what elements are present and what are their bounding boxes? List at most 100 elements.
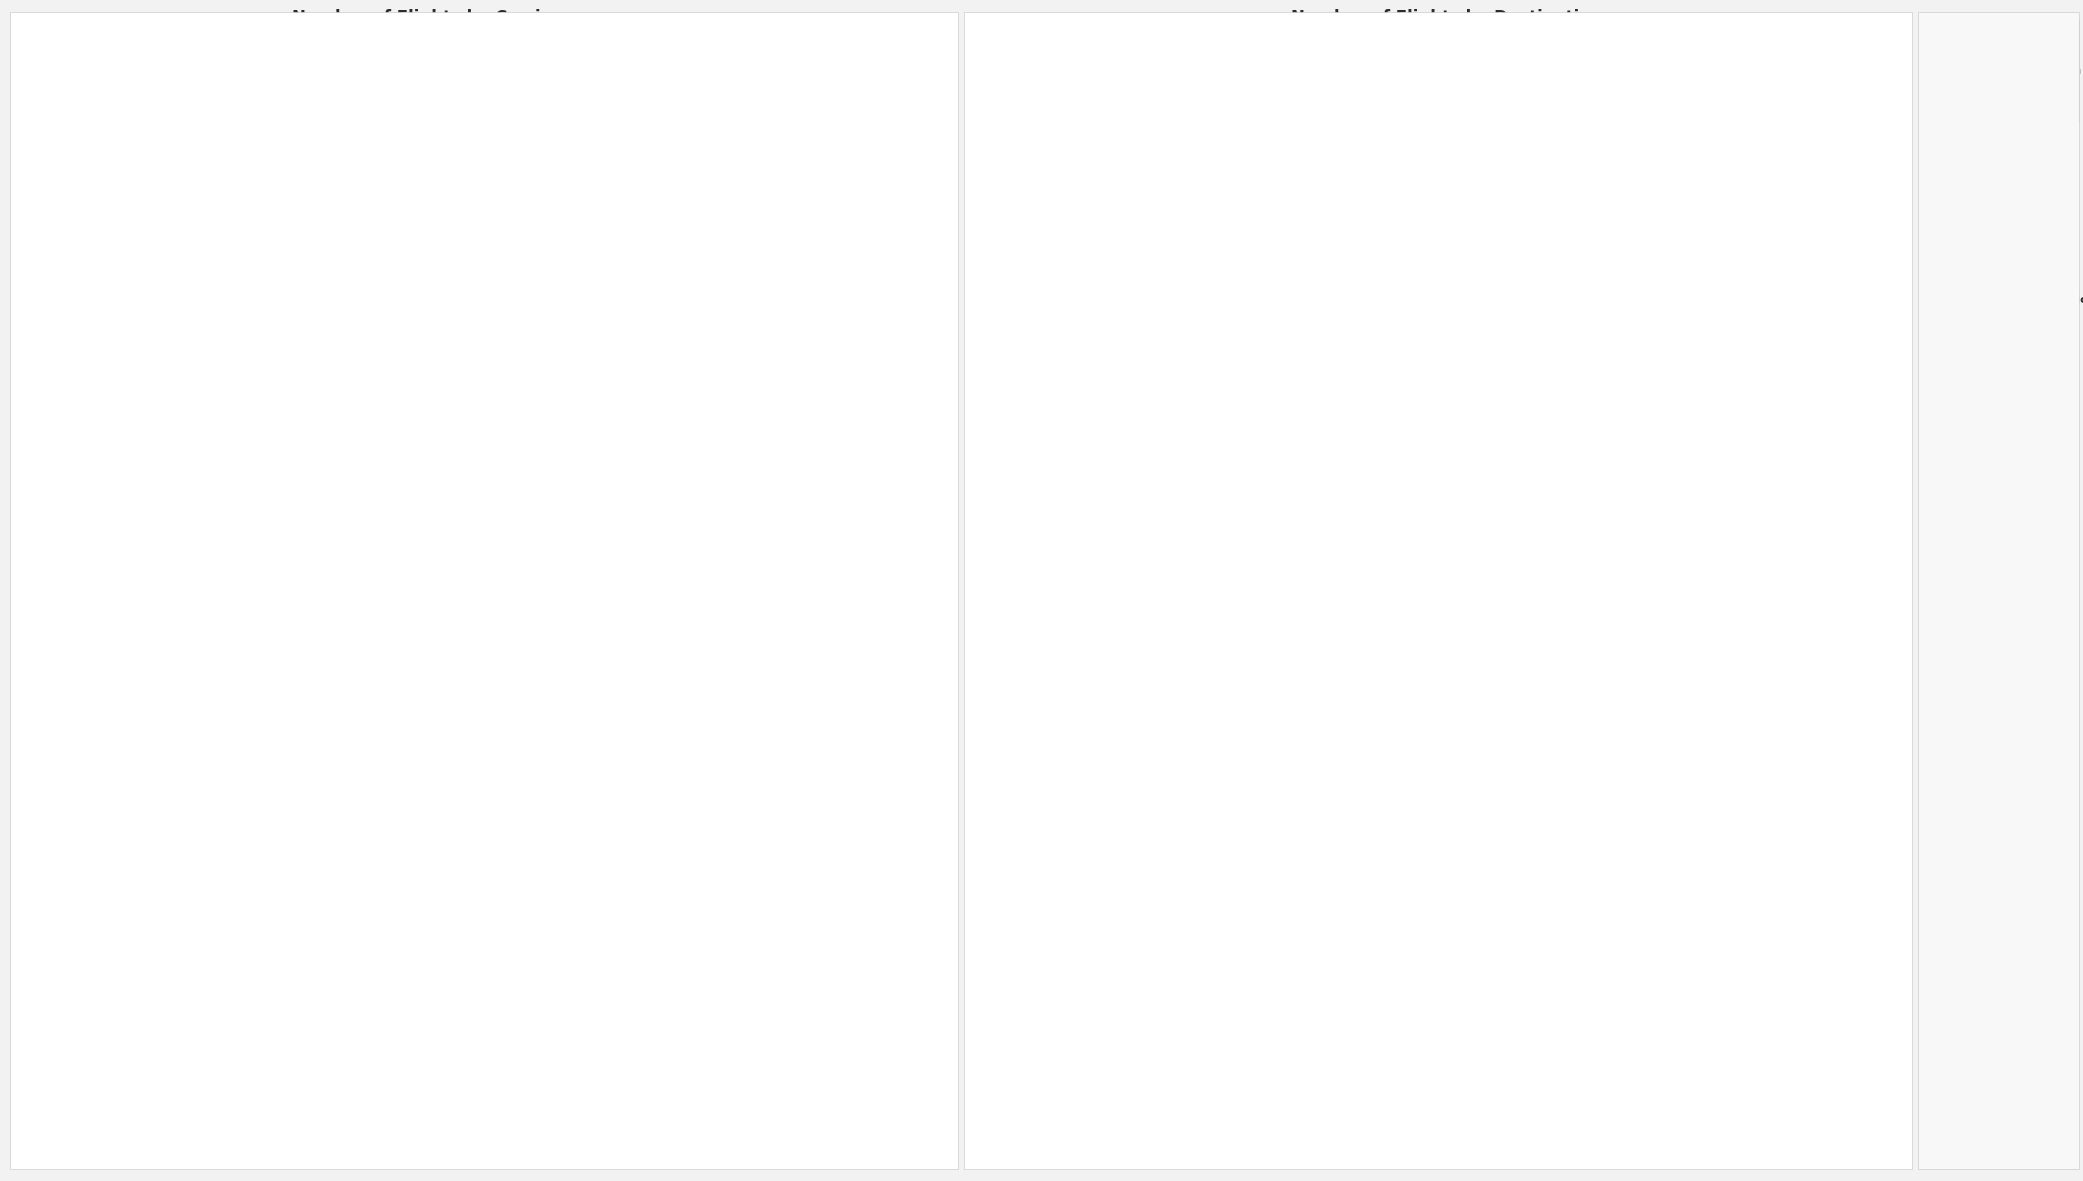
Bar	[1291, 287, 1504, 307]
Bar	[1316, 909, 1366, 929]
Bar	[292, 842, 298, 880]
Bar	[302, 280, 365, 319]
Bar	[1381, 762, 1396, 782]
Bar	[1521, 228, 1529, 248]
Bar	[1291, 435, 1427, 455]
FancyBboxPatch shape	[2071, 20, 2079, 122]
Bar	[442, 449, 448, 487]
Bar	[1521, 346, 1593, 366]
Bar	[292, 898, 296, 937]
Bar	[594, 224, 602, 262]
Text: Arrive Delay Rate Prediction: Arrive Delay Rate Prediction	[1933, 295, 2083, 306]
Bar	[292, 280, 302, 319]
Bar	[1373, 791, 1379, 811]
Bar	[1369, 613, 1431, 633]
Text: ⋯: ⋯	[1808, 18, 1818, 27]
Text: John F Kennedy Intl: John F Kennedy Intl	[490, 66, 596, 76]
Bar	[1431, 583, 1437, 603]
Bar	[1291, 642, 1364, 663]
Bar	[1391, 702, 1433, 722]
Bar	[589, 337, 608, 374]
Bar	[1291, 228, 1521, 248]
Bar	[460, 168, 842, 207]
Bar	[292, 561, 352, 599]
Bar	[1291, 909, 1316, 929]
Bar	[292, 392, 412, 431]
Bar	[1487, 376, 1550, 396]
Text: ⋯: ⋯	[1837, 18, 1850, 27]
Bar	[292, 673, 308, 711]
Bar	[1496, 464, 1527, 485]
Bar	[1291, 939, 1308, 959]
Bar	[342, 618, 394, 655]
Bar	[308, 505, 358, 543]
Bar	[1323, 1029, 1339, 1049]
Bar	[1291, 850, 1312, 870]
X-axis label: Count of flight: Count of flight	[1533, 1118, 1643, 1131]
FancyBboxPatch shape	[1933, 112, 1956, 155]
Bar	[1291, 168, 1350, 188]
Bar	[1291, 999, 1314, 1019]
Bar	[1364, 642, 1421, 663]
Bar	[1533, 287, 1606, 307]
Bar	[1500, 435, 1539, 455]
Bar	[292, 449, 340, 487]
Text: On Time Prediction: On Time Prediction	[1939, 64, 2081, 77]
Bar	[1402, 464, 1496, 485]
Y-axis label: carrier_name: carrier_name	[146, 565, 158, 652]
Bar	[1471, 405, 1516, 425]
Text: ⋯: ⋯	[1750, 18, 1760, 27]
Bar	[1610, 197, 1787, 217]
Bar	[523, 392, 535, 431]
Bar	[1291, 257, 1504, 278]
Bar	[412, 392, 523, 431]
Bar	[1337, 197, 1610, 217]
Bar	[292, 224, 594, 262]
Bar	[1314, 999, 1346, 1019]
Bar	[1366, 909, 1373, 929]
Text: ⋯: ⋯	[833, 18, 844, 27]
Bar	[1391, 731, 1398, 752]
Bar	[1504, 257, 1521, 278]
Bar	[1291, 731, 1333, 752]
Bar	[292, 785, 296, 824]
Text: Number of Flights by Destination: Number of Flights by Destination	[1291, 9, 1604, 27]
Text: John F Kennedy Intl: John F Kennedy Intl	[1439, 66, 1548, 76]
Text: origin_name: origin_name	[292, 64, 373, 77]
Bar	[1291, 880, 1323, 900]
Bar	[1479, 495, 1502, 515]
Bar	[340, 449, 442, 487]
Bar	[1291, 405, 1471, 425]
Bar	[1291, 968, 1314, 988]
Bar	[1291, 464, 1402, 485]
Bar	[1350, 702, 1391, 722]
Bar	[352, 561, 367, 599]
Bar	[1346, 999, 1354, 1019]
Text: La Guardia: La Guardia	[631, 66, 692, 76]
Bar	[1360, 672, 1419, 692]
Bar	[1444, 524, 1477, 544]
Bar	[1377, 821, 1391, 841]
Bar	[1291, 346, 1521, 366]
Bar	[292, 730, 317, 768]
Text: ⋯: ⋯	[1779, 18, 1789, 27]
Bar	[1521, 257, 1610, 278]
Bar	[1529, 228, 1627, 248]
Bar	[1308, 939, 1350, 959]
Bar	[292, 337, 521, 374]
Bar	[1291, 554, 1394, 574]
Bar	[1348, 880, 1362, 900]
Bar	[292, 954, 298, 992]
Bar	[1516, 405, 1554, 425]
Text: ⋯: ⋯	[806, 18, 819, 27]
Bar	[1291, 672, 1360, 692]
Bar	[1431, 613, 1437, 633]
Y-axis label: dest_name: dest_name	[1156, 573, 1171, 644]
Bar	[292, 168, 348, 207]
Bar	[1421, 642, 1437, 663]
Bar	[1291, 821, 1325, 841]
FancyBboxPatch shape	[1933, 170, 1956, 213]
Bar	[1350, 939, 1364, 959]
Text: La Guardia: La Guardia	[1585, 66, 1646, 76]
Bar	[1291, 197, 1337, 217]
